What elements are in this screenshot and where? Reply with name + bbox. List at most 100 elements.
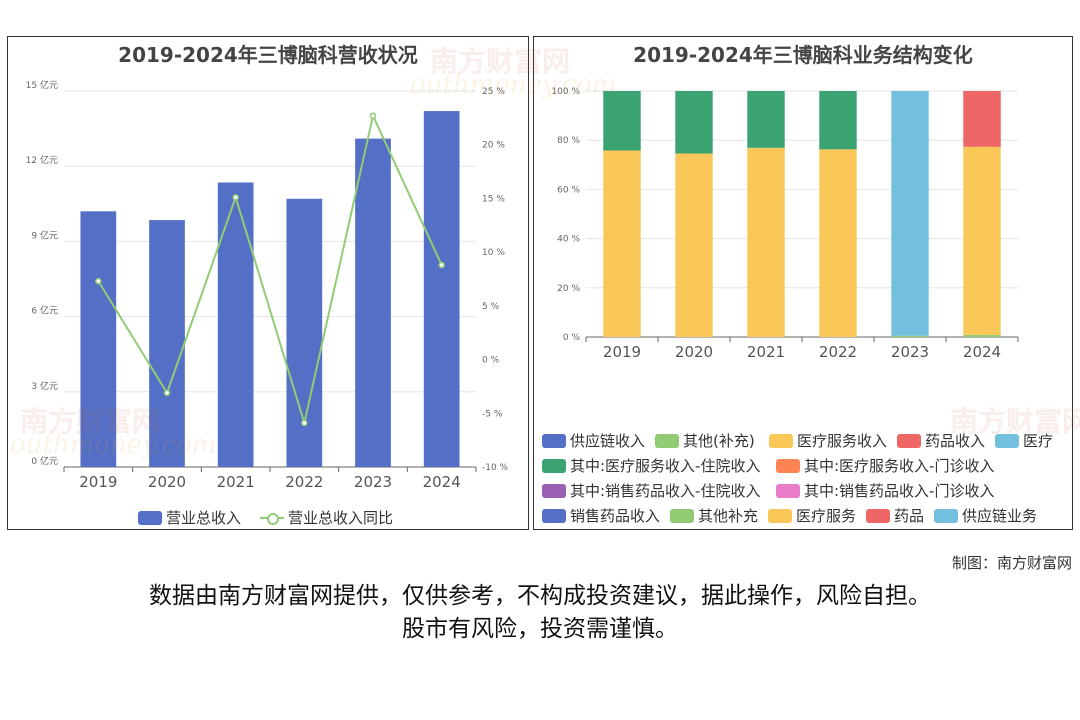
legend-item[interactable]: 其中:销售药品收入-门诊收入 xyxy=(776,480,994,501)
legend-swatch xyxy=(866,508,890,523)
x-tick-label: 2021 xyxy=(217,473,255,491)
y-right-tick-label: 25 % xyxy=(482,87,505,97)
legend-swatch xyxy=(776,483,800,498)
legend-item[interactable]: 销售药品收入 xyxy=(542,505,660,526)
revenue-bar xyxy=(423,111,460,467)
legend-label: 营业总收入 xyxy=(166,509,242,527)
legend-label: 医疗 xyxy=(1023,432,1054,450)
x-tick-label: 2019 xyxy=(79,473,117,491)
legend-swatch xyxy=(542,458,566,473)
y-tick-label: 60 % xyxy=(557,185,580,195)
x-tick-label: 2023 xyxy=(354,473,392,491)
stacked-bar-segment xyxy=(747,91,785,148)
legend-item[interactable]: 医疗 xyxy=(995,430,1053,451)
legend-item[interactable]: 其中:销售药品收入-住院收入 xyxy=(542,480,760,501)
legend-item[interactable]: 医疗服务收入 xyxy=(769,430,887,451)
stacked-bar-segment xyxy=(603,91,641,151)
yoy-point xyxy=(163,389,171,397)
stacked-bar-segment xyxy=(675,91,713,154)
legend-item[interactable]: 营业总收入 xyxy=(138,507,241,528)
y-left-tick-label: 6 亿元 xyxy=(31,305,58,317)
y-right-tick-label: 0 % xyxy=(482,356,500,366)
stacked-bar-segment xyxy=(891,335,929,337)
legend-swatch xyxy=(768,508,792,523)
y-right-tick-label: -10 % xyxy=(482,463,509,473)
legend-swatch xyxy=(776,458,800,473)
legend-swatch xyxy=(655,433,679,448)
legend-item[interactable]: 医疗服务 xyxy=(768,505,856,526)
legend-swatch xyxy=(542,483,566,498)
stacked-bar-segment xyxy=(747,147,785,337)
legend-label: 其他(补充) xyxy=(683,432,755,450)
legend-label: 其中:医疗服务收入-住院收入 xyxy=(570,457,761,475)
legend-item[interactable]: 供应链业务 xyxy=(934,505,1037,526)
legend-item[interactable]: 营业总收入同比 xyxy=(260,507,393,528)
legend-label: 其中:销售药品收入-住院收入 xyxy=(570,482,761,500)
legend-label: 供应链业务 xyxy=(962,507,1038,525)
legend-swatch xyxy=(769,433,793,448)
disclaimer: 数据由南方财富网提供，仅供参考，不构成投资建议，据此操作，风险自担。 股市有风险… xyxy=(0,580,1080,646)
legend-label: 其中:医疗服务收入-门诊收入 xyxy=(804,457,995,475)
y-tick-label: 20 % xyxy=(557,284,580,294)
legend-item[interactable]: 供应链收入 xyxy=(542,430,645,451)
yoy-point xyxy=(95,277,102,285)
stacked-bar-segment xyxy=(963,146,1001,336)
yoy-line xyxy=(97,112,443,427)
y-tick-label: 100 % xyxy=(551,87,580,97)
legend-label: 供应链收入 xyxy=(570,432,646,450)
legend-item[interactable]: 其中:医疗服务收入-门诊收入 xyxy=(776,455,994,476)
y-right-tick-label: 10 % xyxy=(482,248,505,258)
y-tick-label: 0 % xyxy=(563,333,581,343)
revenue-chart-title: 2019-2024年三博脑科营收状况 xyxy=(118,43,418,67)
x-tick-label: 2023 xyxy=(891,343,929,361)
revenue-bar xyxy=(286,198,323,467)
revenue-bar xyxy=(80,211,117,467)
legend-item[interactable]: 药品收入 xyxy=(897,430,985,451)
yoy-point xyxy=(369,112,377,119)
y-right-tick-label: 20 % xyxy=(482,141,505,151)
x-tick-label: 2024 xyxy=(963,343,1001,361)
y-left-tick-label: 3 亿元 xyxy=(31,380,58,392)
y-right-tick-label: 15 % xyxy=(482,194,505,204)
legend-label: 其中:销售药品收入-门诊收入 xyxy=(804,482,995,500)
x-tick-label: 2022 xyxy=(819,343,857,361)
structure-chart-title: 2019-2024年三博脑科业务结构变化 xyxy=(633,43,973,67)
legend-swatch xyxy=(542,508,566,523)
legend-label: 营业总收入同比 xyxy=(288,509,394,527)
y-tick-label: 40 % xyxy=(557,235,580,245)
stacked-bar-segment xyxy=(963,91,1001,147)
legend-swatch xyxy=(995,433,1019,448)
x-tick-label: 2022 xyxy=(285,473,323,491)
y-right-tick-label: -5 % xyxy=(482,409,503,419)
y-right-tick-label: 5 % xyxy=(482,302,500,312)
revenue-bar xyxy=(149,220,185,467)
yoy-point xyxy=(301,419,308,427)
legend-item[interactable]: 其他(补充) xyxy=(655,430,755,451)
legend-swatch xyxy=(897,433,921,448)
stacked-bar-segment xyxy=(675,153,713,337)
legend-label: 药品 xyxy=(894,507,925,525)
y-left-tick-label: 0 亿元 xyxy=(31,455,58,467)
legend-label: 药品收入 xyxy=(925,432,986,450)
yoy-point xyxy=(438,261,445,269)
legend-item[interactable]: 其中:医疗服务收入-住院收入 xyxy=(542,455,760,476)
y-left-tick-label: 9 亿元 xyxy=(31,229,58,241)
legend-swatch xyxy=(934,508,958,523)
x-tick-label: 2020 xyxy=(675,343,713,361)
disclaimer-line-2: 股市有风险，投资需谨慎。 xyxy=(402,616,678,642)
stacked-bar-segment xyxy=(963,335,1001,337)
legend-label: 医疗服务收入 xyxy=(797,432,888,450)
revenue-chart-svg: 0 亿元 3 亿元 6 亿元 9 亿元 12 亿元 15 亿元 -10 % -5 % 0 % 5 … xyxy=(26,79,509,491)
stacked-bar-segment xyxy=(819,91,857,150)
legend-swatch xyxy=(138,510,162,525)
legend-item[interactable]: 其他补充 xyxy=(670,505,758,526)
legend-item[interactable]: 药品 xyxy=(866,505,924,526)
legend-line-marker xyxy=(260,511,284,525)
y-left-tick-label: 15 亿元 xyxy=(26,79,58,91)
legend-label: 医疗服务 xyxy=(796,507,857,525)
legend-label: 销售药品收入 xyxy=(570,507,661,525)
stacked-bar-segment xyxy=(819,149,857,337)
legend-swatch xyxy=(542,433,566,448)
structure-chart-panel: 2019-2024年三博脑科业务结构变化 0 % 20 % 40 % 60 % 80 %… xyxy=(533,36,1073,530)
x-tick-label: 2019 xyxy=(603,343,641,361)
